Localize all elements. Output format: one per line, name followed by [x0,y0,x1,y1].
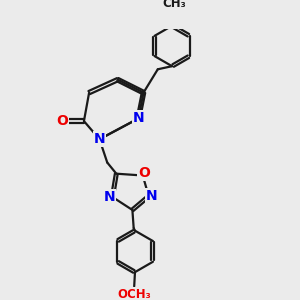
Text: N: N [103,190,115,204]
Text: N: N [133,111,145,125]
Text: OCH₃: OCH₃ [117,288,151,300]
Text: N: N [146,189,158,203]
Text: N: N [94,132,105,146]
Text: O: O [56,114,68,128]
Text: O: O [138,166,150,180]
Text: CH₃: CH₃ [163,0,187,10]
